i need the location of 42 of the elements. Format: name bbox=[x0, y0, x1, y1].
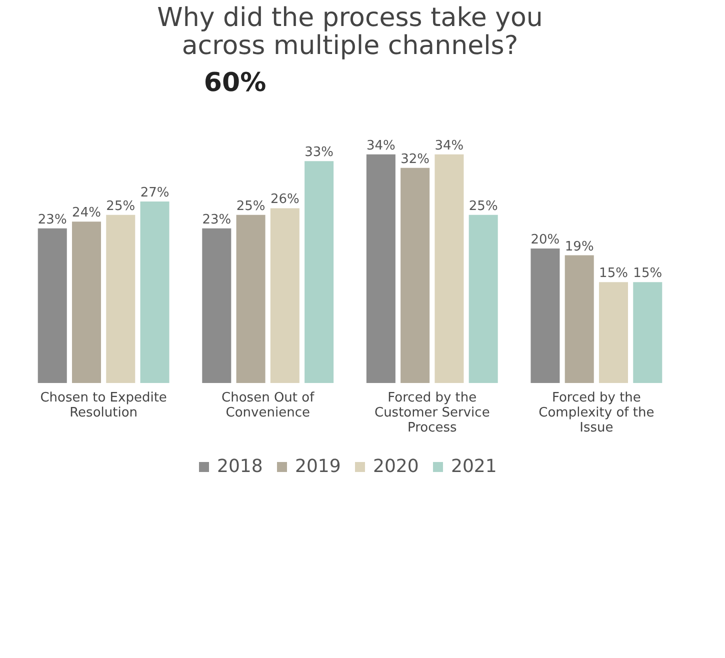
x-tick-label: Chosen to Expedite Resolution bbox=[40, 390, 167, 420]
data-label: 25% bbox=[106, 198, 136, 214]
legend-label: 2021 bbox=[451, 456, 497, 477]
bar bbox=[236, 214, 266, 383]
bar bbox=[270, 208, 300, 383]
bar bbox=[366, 154, 396, 383]
bar bbox=[202, 228, 232, 383]
data-label: 25% bbox=[236, 198, 266, 214]
x-tick-label: Forced by the Complexity of the Issue bbox=[538, 390, 654, 436]
data-label: 20% bbox=[530, 232, 560, 248]
data-label: 33% bbox=[304, 145, 334, 160]
bar bbox=[633, 282, 662, 383]
data-label: 23% bbox=[202, 212, 232, 228]
legend-label: 2018 bbox=[217, 456, 263, 477]
legend-label: 2020 bbox=[373, 456, 419, 477]
data-label: 23% bbox=[38, 212, 67, 228]
bar bbox=[304, 161, 334, 383]
data-label: 27% bbox=[140, 185, 170, 200]
data-label: 15% bbox=[633, 266, 662, 282]
data-label: 24% bbox=[72, 206, 101, 221]
data-label: 34% bbox=[434, 138, 464, 154]
data-label: 15% bbox=[599, 266, 628, 282]
chart-title: Why did the process take you across multiple channels? bbox=[157, 3, 543, 61]
x-tick-label: Chosen Out of Convenience bbox=[222, 390, 315, 420]
bar bbox=[598, 282, 628, 383]
bar bbox=[38, 228, 67, 383]
bar bbox=[400, 168, 430, 383]
data-label: 26% bbox=[270, 192, 300, 208]
bar bbox=[434, 154, 464, 383]
bar bbox=[530, 248, 560, 383]
bar bbox=[72, 222, 102, 383]
text: 60% bbox=[204, 68, 266, 98]
bar bbox=[106, 214, 136, 383]
legend-label: 2019 bbox=[295, 456, 341, 477]
bar bbox=[140, 201, 170, 383]
bar bbox=[468, 214, 498, 383]
bar bbox=[564, 255, 594, 383]
data-label: 19% bbox=[564, 239, 594, 254]
x-tick-label: Forced by the Customer Service Process bbox=[374, 390, 490, 436]
data-label: 34% bbox=[366, 138, 396, 154]
data-label: 32% bbox=[400, 152, 430, 167]
data-label: 25% bbox=[468, 198, 498, 214]
